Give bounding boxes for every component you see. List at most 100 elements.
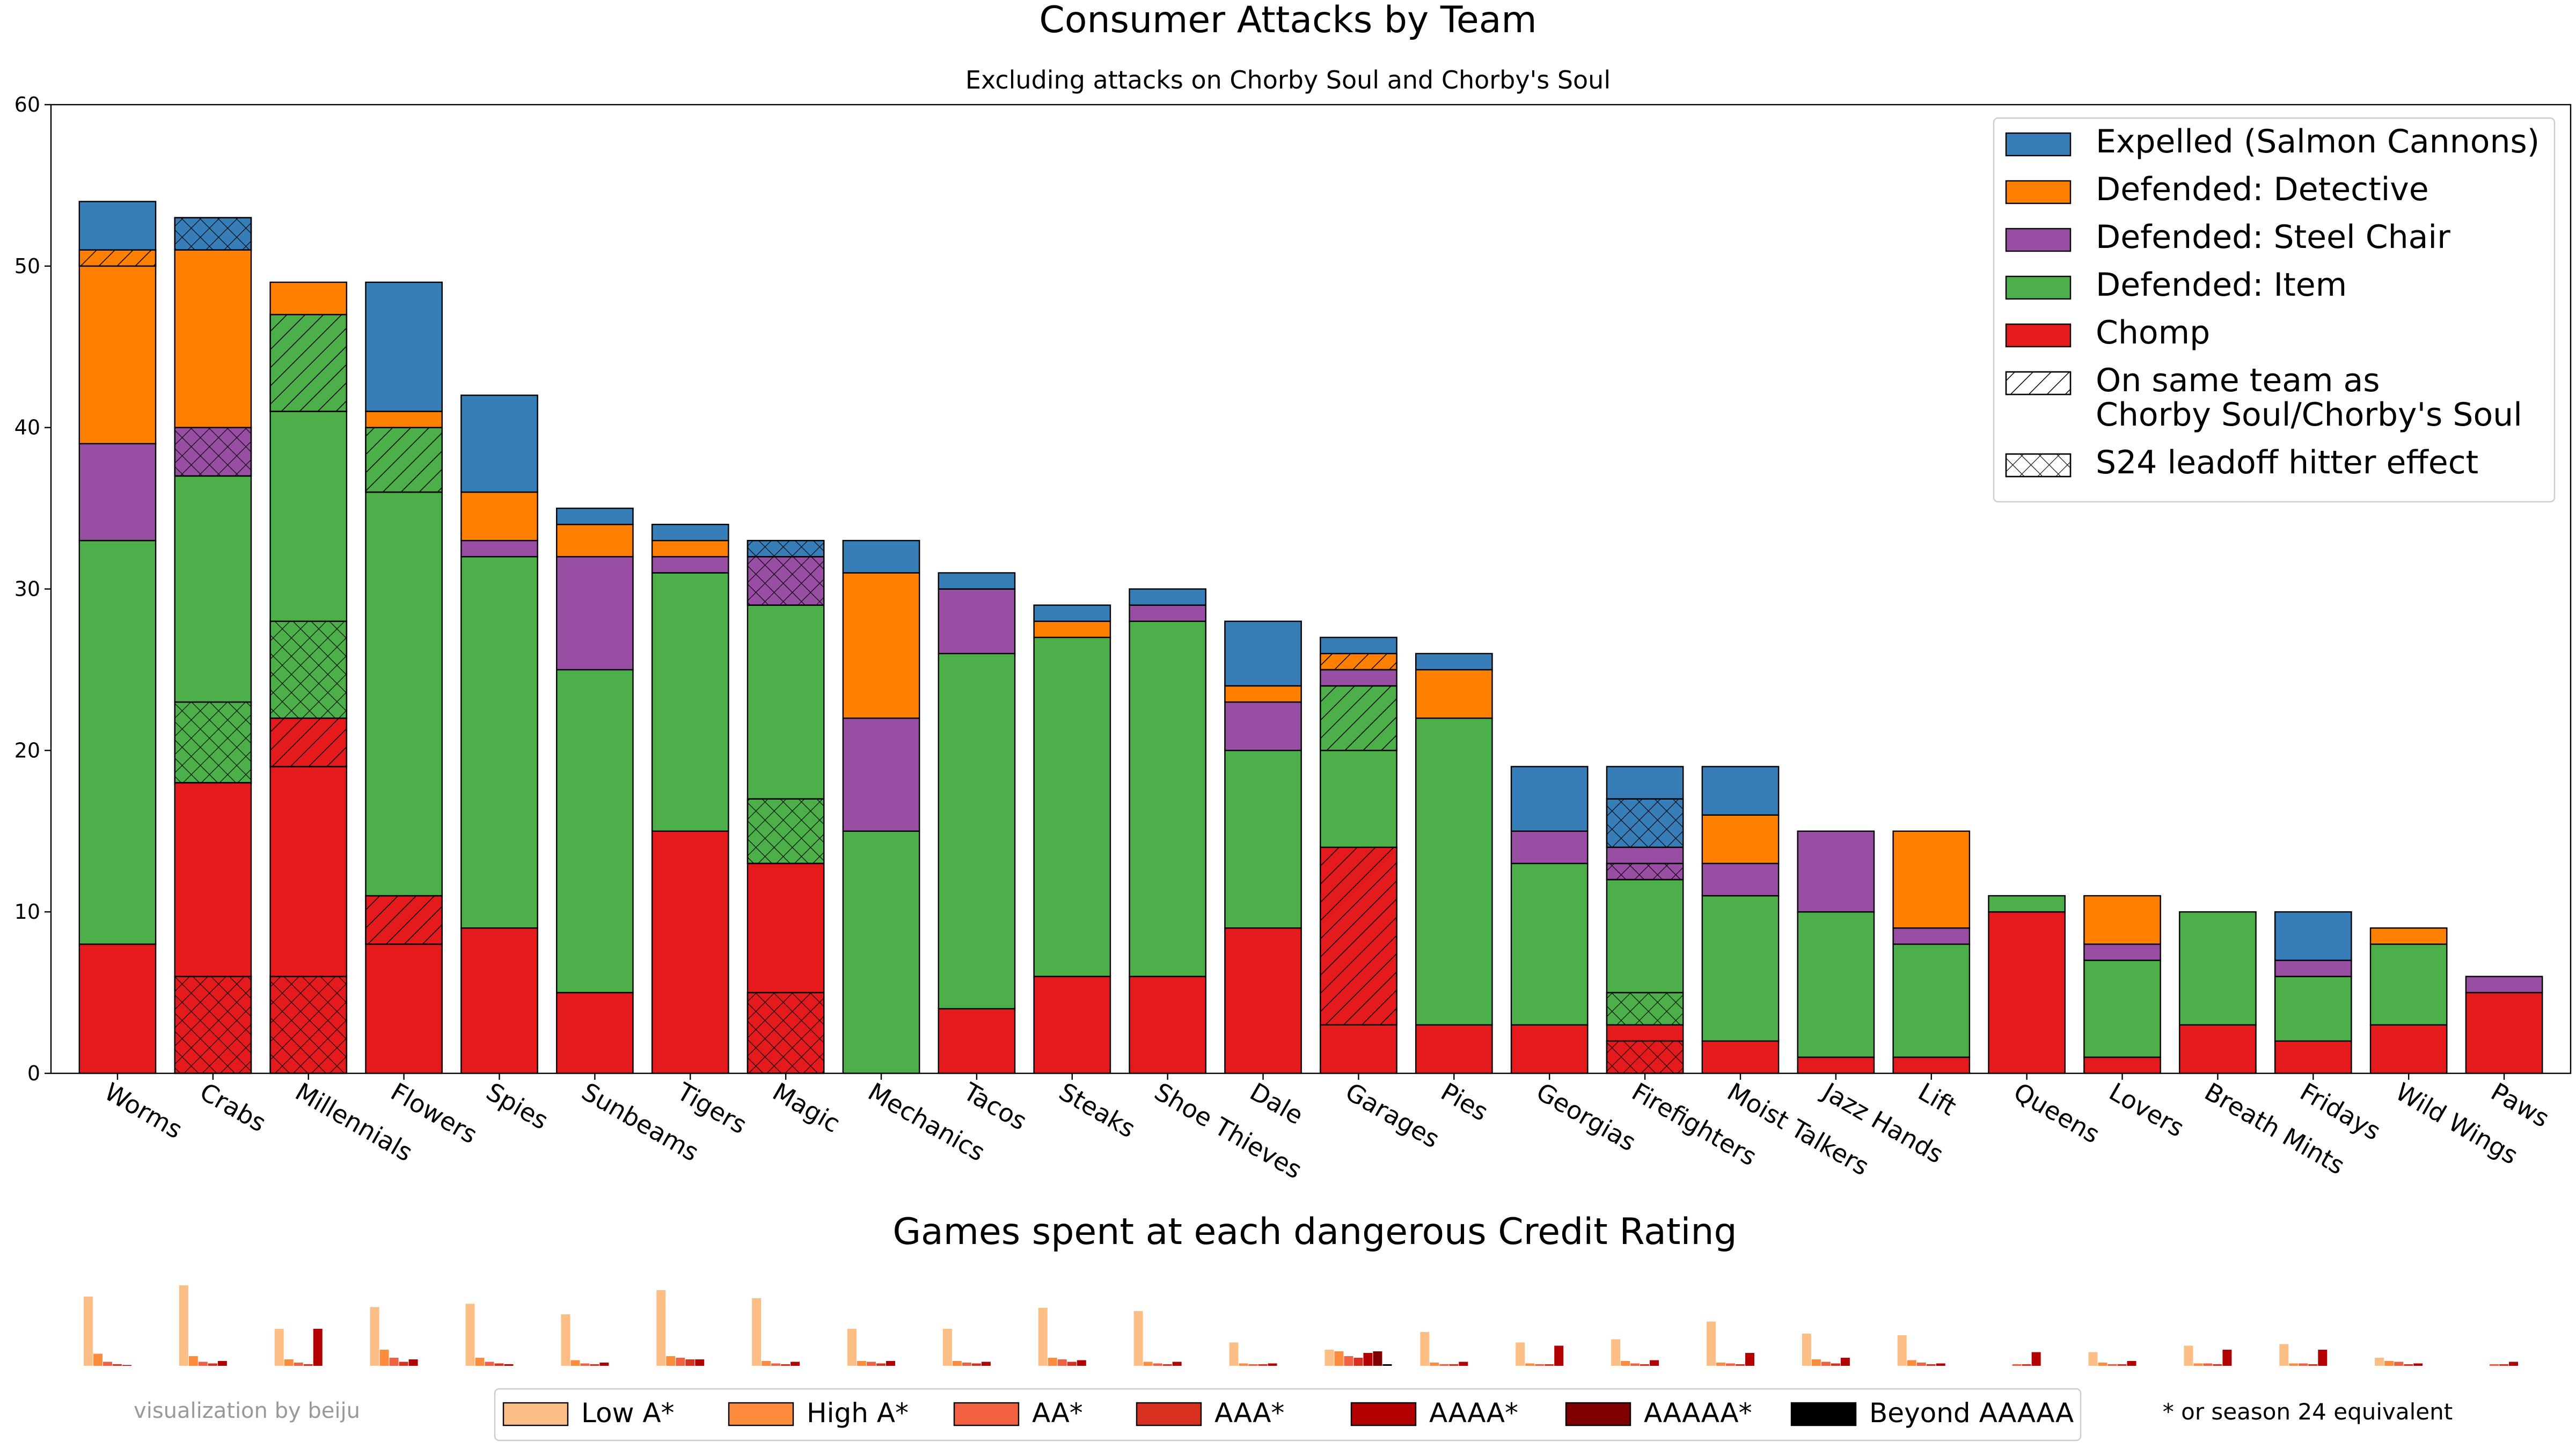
bar-segment-chomp: [651, 830, 729, 1074]
credit-bar-aaa: [971, 1363, 981, 1366]
legend-box: [1993, 117, 2556, 503]
credit-bar-aaa: [590, 1364, 599, 1366]
credit-legend-item-high-a: High A*: [728, 1397, 909, 1429]
bar-segment-item: [1892, 943, 1971, 1058]
credit-bar-aa: [1535, 1364, 1545, 1366]
credit-legend-label: Low A*: [581, 1397, 675, 1429]
bar-segment-chair: [556, 556, 634, 671]
credit-bar-aaa: [2022, 1364, 2031, 1366]
credit-bar-high-a: [2193, 1363, 2203, 1366]
bar-millennials: [269, 281, 348, 1074]
bar-tigers: [651, 523, 729, 1074]
legend-item-det: Defended: Detective: [2005, 171, 2429, 208]
credit-bar-aaa: [2499, 1364, 2509, 1366]
bar-segment-chomp: [2274, 1040, 2352, 1074]
credit-legend-item-aaaa: AAAA*: [1350, 1397, 1518, 1429]
credit-bar-high-a: [570, 1360, 580, 1366]
credit-rating-bars: [83, 1285, 2519, 1366]
y-tick-label: 10: [14, 900, 40, 924]
legend-label: S24 leadoff hitter effect: [2096, 444, 2478, 481]
credit-bar-aa: [1439, 1364, 1449, 1366]
bar-segment-det: [1892, 830, 1971, 929]
bar-firefighters: [1606, 766, 1684, 1074]
bar-segment-exp: [1415, 653, 1493, 671]
legend-item-exp: Expelled (Salmon Cannons): [2005, 123, 2540, 160]
credit-group-firefighters: [1611, 1339, 1659, 1366]
bar-jazz-hands: [1797, 830, 1875, 1074]
bar-segment-exp: [365, 281, 443, 412]
bar-segment-det: [842, 572, 920, 719]
credit-bar-aa: [1248, 1364, 1258, 1366]
credit-bar-high-a: [379, 1350, 389, 1366]
bar-hatch-same: [1320, 685, 1397, 751]
bar-segment-item: [1033, 636, 1111, 977]
credit-bar-aaaa: [217, 1361, 227, 1366]
credit-group-wild-wings: [2375, 1358, 2423, 1366]
credit-bar-high-a: [1811, 1359, 1821, 1366]
bar-segment-chomp: [556, 992, 634, 1074]
bar-segment-exp: [2274, 911, 2352, 961]
credit-bar-low-a: [2375, 1358, 2384, 1366]
credit-bar-low-a: [2088, 1352, 2098, 1366]
bar-segment-exp: [78, 201, 157, 251]
bar-segment-chair: [1510, 830, 1589, 865]
credit-bar-high-a: [857, 1361, 867, 1366]
bar-segment-exp: [651, 523, 729, 541]
bar-segment-exp: [556, 507, 634, 525]
credit-bar-aa: [1630, 1363, 1640, 1366]
credit-bar-high-a: [2098, 1363, 2107, 1366]
credit-bar-aaa: [2117, 1364, 2127, 1366]
bar-flowers: [365, 281, 443, 1074]
credit-bar-aaaa: [1745, 1353, 1754, 1366]
credit-bar-aaa: [1926, 1364, 1936, 1366]
bar-segment-det: [460, 491, 538, 541]
bar-hatch-leadoff: [747, 540, 825, 558]
credit-bar-high-a: [1525, 1363, 1535, 1366]
bar-segment-item: [365, 491, 443, 897]
credit-bar-high-a: [284, 1359, 294, 1366]
credit-group-georgias: [1516, 1342, 1564, 1366]
credit-bar-aa: [2107, 1364, 2117, 1366]
bar-shoe-thieves: [1129, 588, 1207, 1074]
credit-bar-aaaa: [504, 1364, 514, 1366]
y-tick-label: 40: [14, 416, 40, 440]
credit-bar-aaaa: [1172, 1362, 1182, 1366]
credit-group-mechanics: [847, 1329, 896, 1366]
credit-note: visualization by beiju: [134, 1399, 360, 1423]
credit-legend-label: AAAAA*: [1644, 1397, 1752, 1429]
credit-bar-low-a: [1611, 1339, 1621, 1366]
credit-bar-aaaaa: [1373, 1351, 1382, 1366]
bar-segment-exp: [1701, 766, 1780, 816]
x-tick-label: Crabs: [195, 1077, 271, 1138]
credit-bar-aaa: [208, 1363, 217, 1366]
credit-bar-low-a: [1802, 1334, 1811, 1366]
credit-bar-beyond-aaaaa: [1382, 1364, 1392, 1366]
credit-bar-aa: [676, 1358, 685, 1366]
credit-bar-aaa: [399, 1362, 408, 1366]
credit-bar-aa: [294, 1363, 303, 1366]
bar-hatch-same: [365, 895, 443, 945]
bar-segment-det: [174, 249, 252, 428]
credit-bar-aa: [2490, 1364, 2499, 1366]
bar-segment-item: [2274, 976, 2352, 1042]
credit-bar-aa: [867, 1362, 876, 1366]
bar-hatch-same: [1320, 846, 1397, 1026]
bar-segment-item: [2083, 960, 2161, 1058]
bar-mechanics: [842, 540, 920, 1074]
bar-segment-det: [1224, 685, 1302, 703]
credit-bar-aa: [2299, 1363, 2308, 1366]
credit-bar-low-a: [274, 1329, 284, 1366]
credit-bar-aaaa: [2413, 1363, 2423, 1366]
bar-segment-exp: [938, 572, 1016, 590]
credit-bar-low-a: [1038, 1308, 1048, 1366]
credit-bar-aaaa: [695, 1359, 705, 1366]
credit-bar-aaa: [1449, 1364, 1459, 1366]
credit-legend-label: Beyond AAAAA: [1869, 1397, 2074, 1429]
chart-subtitle: Excluding attacks on Chorby Soul and Cho…: [965, 65, 1611, 94]
x-tick-label: Magic: [768, 1077, 845, 1138]
credit-bar-aaaa: [981, 1362, 991, 1366]
legend-item-leadoff: S24 leadoff hitter effect: [2005, 444, 2478, 481]
credit-bar-aaa: [112, 1364, 122, 1366]
bar-spies: [460, 394, 538, 1074]
y-tick-label: 50: [14, 254, 40, 278]
